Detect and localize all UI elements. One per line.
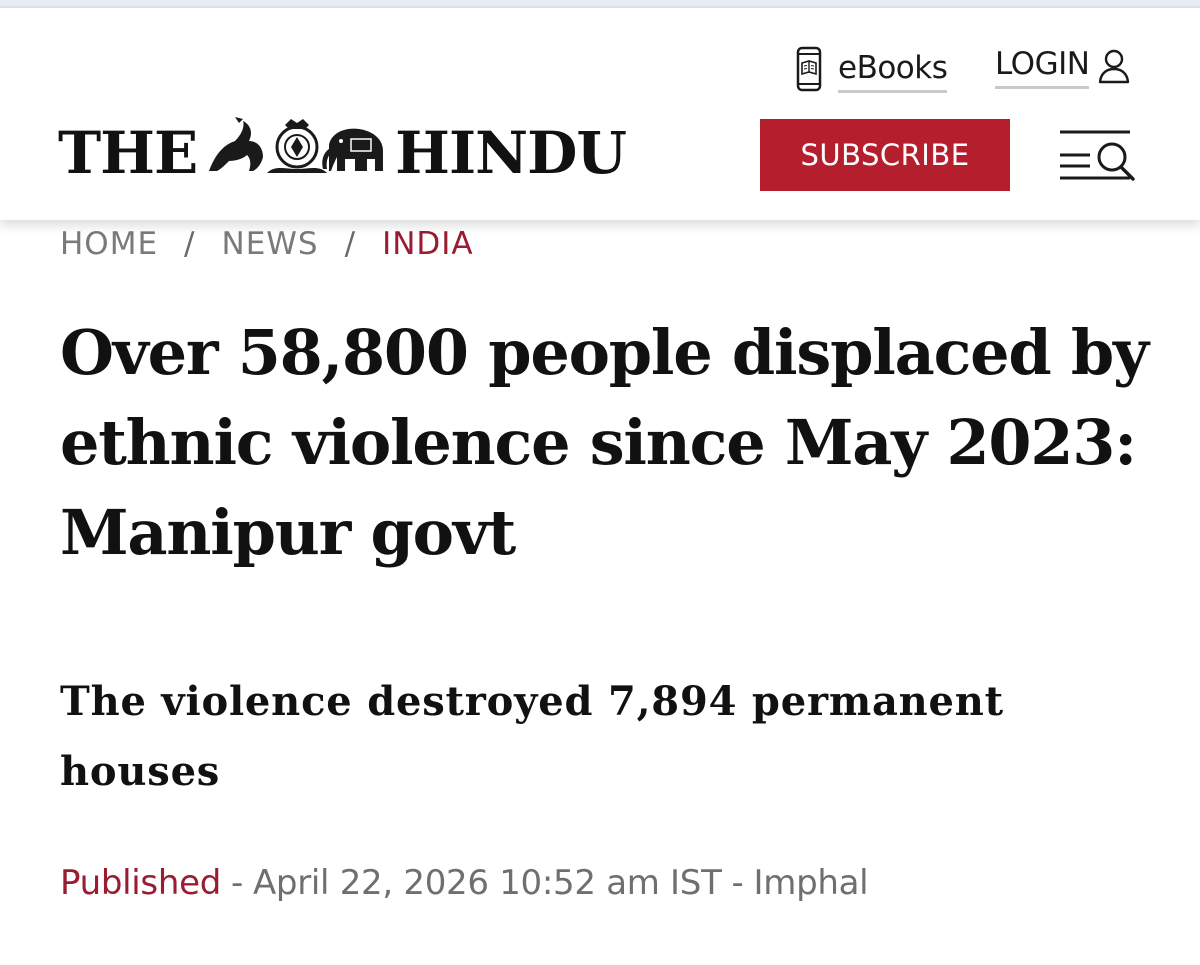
breadcrumb-india[interactable]: INDIA <box>382 226 474 262</box>
breadcrumb-separator: / <box>184 226 196 262</box>
site-logo[interactable]: THE HINDU <box>58 115 627 191</box>
breadcrumb-home[interactable]: HOME <box>60 226 159 262</box>
site-header: eBooks LOGIN THE <box>0 8 1200 220</box>
menu-search-icon <box>1056 130 1138 188</box>
meta-separator: - <box>731 863 744 903</box>
dateline: Imphal <box>753 863 869 903</box>
ebooks-label: eBooks <box>838 50 948 93</box>
menu-search-button[interactable] <box>1056 126 1138 184</box>
article-meta: Published - April 22, 2026 10:52 am IST … <box>60 858 869 908</box>
article-subheadline: The violence destroyed 7,894 permanent h… <box>60 678 1004 795</box>
subscribe-button[interactable]: SUBSCRIBE <box>760 119 1010 191</box>
meta-separator: - <box>231 863 243 903</box>
browser-top-strip <box>0 0 1200 8</box>
published-date: April 22, 2026 10:52 am IST <box>252 863 722 903</box>
logo-text-the: THE <box>58 119 198 187</box>
ebooks-link[interactable]: eBooks <box>796 46 948 97</box>
login-link[interactable]: LOGIN <box>995 46 1131 89</box>
logo-emblem <box>205 115 387 191</box>
breadcrumb: HOME / NEWS / INDIA <box>60 222 474 266</box>
logo-text-hindu: HINDU <box>395 119 627 187</box>
breadcrumb-separator: / <box>344 226 357 262</box>
user-icon <box>1089 46 1131 89</box>
published-label: Published <box>60 863 221 903</box>
breadcrumb-news[interactable]: NEWS <box>221 226 319 262</box>
login-label: LOGIN <box>995 46 1090 89</box>
ebook-reader-icon <box>796 46 822 97</box>
article-headline: Over 58,800 people displaced by ethnic v… <box>60 316 1149 569</box>
